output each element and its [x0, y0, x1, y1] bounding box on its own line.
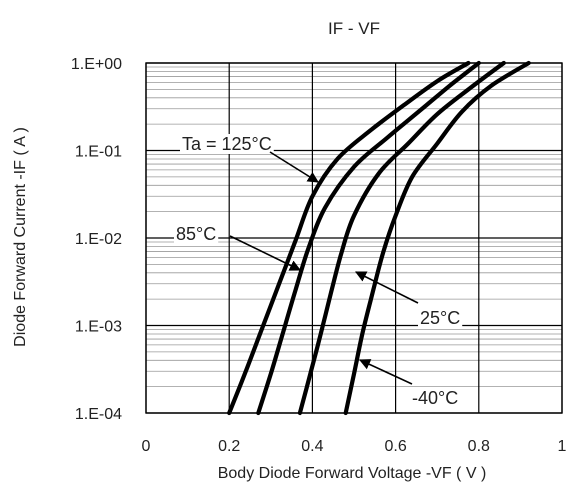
y-tick-label: 1.E-02	[75, 231, 122, 248]
x-tick-label: 0.8	[468, 438, 490, 455]
annotation-label: -40°C	[412, 388, 458, 408]
annotation-backdrop	[410, 388, 461, 408]
annotation-label: 85°C	[176, 224, 216, 244]
annotation-label: Ta = 125°C	[182, 134, 272, 154]
tick-labels: 0 0.2 0.4 0.6 0.8 1 1.E-04 1.E-03 1.E-02 1.E-01 1.…	[71, 56, 567, 455]
annotation-arrow	[354, 271, 419, 304]
y-tick-label: 1.E+00	[71, 56, 122, 73]
x-tick-label: 1	[558, 438, 567, 455]
x-tick-label: 0	[142, 438, 151, 455]
y-tick-label: 1.E-01	[75, 144, 122, 161]
x-tick-label: 0.2	[218, 438, 240, 455]
annotation-layer: Ta = 125°C 85°C 25°C -40°C	[174, 134, 463, 408]
series-layer	[227, 60, 531, 416]
chart-title: IF - VF	[328, 19, 380, 38]
x-tick-label: 0.6	[384, 438, 406, 455]
x-axis-label: Body Diode Forward Voltage -VF ( V )	[218, 465, 487, 482]
y-tick-label: 1.E-03	[75, 319, 122, 336]
annotation-backdrop	[418, 308, 463, 328]
plot-grid	[145, 62, 563, 414]
series-line-0	[227, 60, 471, 416]
annotation-arrow	[269, 151, 319, 183]
series-line-3	[343, 60, 531, 416]
series-line-2	[297, 60, 506, 416]
annotation-label: 25°C	[420, 308, 460, 328]
y-axis-label: Diode Forward Current -IF ( A )	[12, 127, 29, 347]
x-tick-label: 0.4	[301, 438, 323, 455]
y-tick-label: 1.E-04	[75, 406, 122, 423]
annotation-arrow	[358, 359, 413, 385]
annotation-backdrop	[180, 134, 274, 154]
annotation-arrow	[229, 235, 302, 271]
plot-frame	[145, 62, 563, 414]
annotation-backdrop	[174, 224, 219, 244]
series-line-1	[256, 60, 481, 416]
